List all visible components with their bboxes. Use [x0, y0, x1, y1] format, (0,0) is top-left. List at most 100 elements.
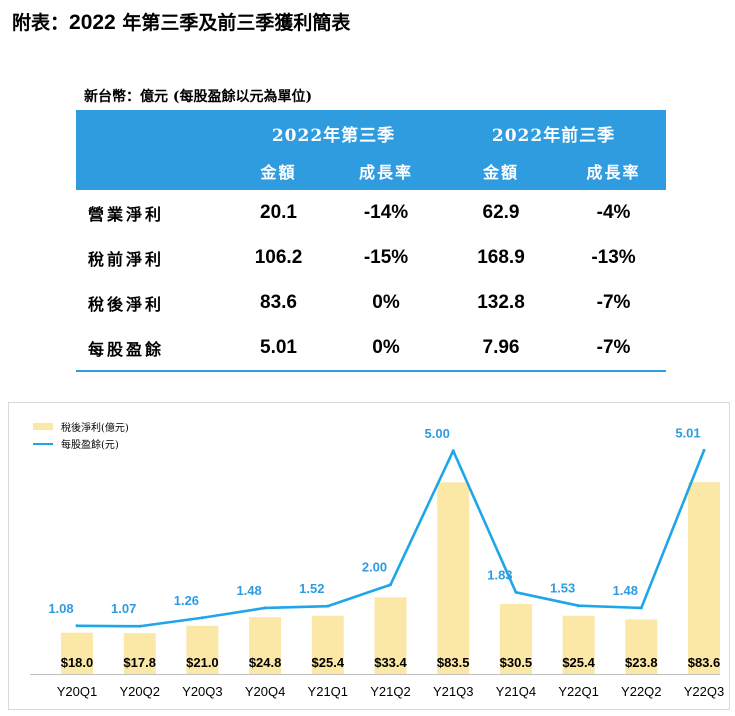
- bar-data-label: $33.4: [374, 655, 407, 670]
- table-group-header-row: 2022年第三季 2022年前三季: [76, 110, 667, 152]
- legend-label-line: 每股盈餘(元): [61, 440, 119, 451]
- legend-swatch-bar: [33, 423, 53, 430]
- eps-point: [389, 583, 392, 587]
- eps-point: [702, 448, 706, 452]
- bar-net-income: [499, 604, 532, 674]
- bar-net-income: [688, 482, 720, 674]
- eps-data-label: 1.53: [550, 581, 575, 596]
- sub-header-ytd-growth: 成長率: [586, 163, 641, 182]
- eps-data-label: 1.07: [111, 601, 136, 616]
- bar-net-income: [311, 615, 344, 674]
- bar-data-label: $83.6: [688, 655, 721, 670]
- row-label: 稅前淨利: [88, 249, 165, 269]
- eps-data-label: 1.48: [236, 583, 261, 598]
- x-tick-label: Y20Q2: [119, 684, 159, 699]
- eps-point: [514, 590, 518, 594]
- title-rest: 年第三季及前三季獲利簡表: [115, 12, 351, 34]
- table-row: 稅前淨利 106.2 -15% 168.9 -13%: [76, 235, 666, 280]
- x-tick-label: Y21Q3: [433, 684, 473, 699]
- q3-amount: 5.01: [226, 325, 331, 372]
- eps-data-label: 1.08: [48, 601, 73, 616]
- table-sub-header-row: 金額 成長率 金額 成長率: [76, 152, 667, 190]
- bar-data-label: $23.8: [625, 655, 658, 670]
- eps-point: [263, 606, 267, 610]
- ytd-amount: 168.9: [477, 246, 525, 268]
- bar-data-label: $21.0: [186, 655, 219, 670]
- q3-growth: -15%: [363, 246, 409, 268]
- ytd-growth: -7%: [596, 291, 631, 313]
- group-header-ytd: 2022年前三季: [491, 125, 616, 146]
- eps-data-label: 5.01: [675, 425, 700, 440]
- profit-summary-table: 2022年第三季 2022年前三季 金額 成長率 金額 成長率 營業淨利 20.…: [76, 110, 667, 372]
- x-tick-label: Y21Q4: [496, 684, 536, 699]
- x-tick-label: Y20Q3: [182, 684, 222, 699]
- x-tick-label: Y22Q2: [621, 684, 661, 699]
- bar-net-income: [562, 615, 595, 674]
- x-tick-label: Y20Q4: [245, 684, 285, 699]
- eps-point: [138, 624, 142, 628]
- x-tick-label: Y20Q1: [57, 684, 97, 699]
- eps-point: [326, 604, 330, 608]
- bar-net-income: [186, 625, 219, 674]
- sub-header-q3-amount: 金額: [260, 163, 297, 182]
- table-row: 稅後淨利 83.6 0% 132.8 -7%: [76, 280, 666, 325]
- q3-amount: 83.6: [260, 291, 297, 313]
- group-header-q3: 2022年第三季: [271, 125, 396, 146]
- x-tick-label: Y21Q2: [370, 684, 410, 699]
- eps-point: [200, 616, 204, 620]
- q3-amount: 106.2: [254, 246, 303, 268]
- eps-point: [451, 449, 455, 453]
- bar-data-label: $83.5: [437, 655, 470, 670]
- eps-data-label: 1.83: [487, 567, 512, 582]
- legend-label-bar: 稅後淨利(億元): [61, 423, 129, 434]
- eps-point: [75, 624, 79, 628]
- eps-point: [639, 606, 643, 610]
- row-label: 營業淨利: [88, 204, 165, 224]
- q3-growth: -14%: [363, 201, 409, 223]
- ytd-amount: 132.8: [477, 291, 525, 313]
- legend-item-line: 每股盈餘(元): [33, 435, 129, 452]
- x-tick-label: Y22Q3: [684, 684, 724, 699]
- legend-swatch-line: [33, 442, 53, 445]
- eps-data-label: 1.52: [299, 581, 324, 596]
- chart-frame: [8, 402, 730, 710]
- ytd-growth: -7%: [561, 325, 667, 372]
- sub-header-q3-growth: 成長率: [359, 163, 414, 182]
- bar-net-income: [249, 617, 282, 674]
- title-prefix: 附表：: [12, 12, 70, 34]
- unit-note: 新台幣：億元 (每股盈餘以元為單位): [84, 89, 313, 105]
- title-year: 2022: [69, 11, 116, 34]
- sub-header-ytd-amount: 金額: [483, 163, 520, 182]
- chart-legend: 稅後淨利(億元) 每股盈餘(元): [33, 418, 129, 452]
- ytd-amount: 7.96: [441, 325, 562, 372]
- row-label: 每股盈餘: [76, 325, 226, 372]
- bar-data-label: $18.0: [61, 655, 94, 670]
- bar-net-income: [123, 633, 156, 674]
- bar-net-income: [437, 482, 470, 674]
- legend-item-bar: 稅後淨利(億元): [33, 418, 129, 435]
- bar-data-label: $25.4: [562, 655, 595, 670]
- bar-net-income: [61, 632, 93, 674]
- eps-data-label: 1.48: [613, 583, 638, 598]
- x-tick-label: Y22Q1: [558, 684, 598, 699]
- eps-data-label: 1.26: [174, 593, 199, 608]
- bar-data-label: $30.5: [500, 655, 533, 670]
- eps-data-label: 5.00: [425, 426, 450, 441]
- row-label: 稅後淨利: [88, 294, 165, 314]
- bar-data-label: $24.8: [249, 655, 282, 670]
- q3-amount: 20.1: [260, 201, 297, 223]
- eps-point: [577, 604, 581, 608]
- ytd-growth: -4%: [596, 201, 631, 223]
- bar-data-label: $17.8: [123, 655, 156, 670]
- bar-net-income: [374, 597, 407, 674]
- bar-net-income: [625, 619, 658, 674]
- ytd-growth: -13%: [591, 246, 636, 268]
- q3-growth: 0%: [331, 325, 442, 372]
- x-tick-label: Y21Q1: [308, 684, 348, 699]
- page-title: 附表：2022 年第三季及前三季獲利簡表: [12, 8, 350, 35]
- bar-data-label: $25.4: [312, 655, 345, 670]
- q3-growth: 0%: [372, 291, 400, 313]
- table-row: 營業淨利 20.1 -14% 62.9 -4%: [76, 190, 666, 235]
- eps-data-label: 2.00: [362, 560, 387, 575]
